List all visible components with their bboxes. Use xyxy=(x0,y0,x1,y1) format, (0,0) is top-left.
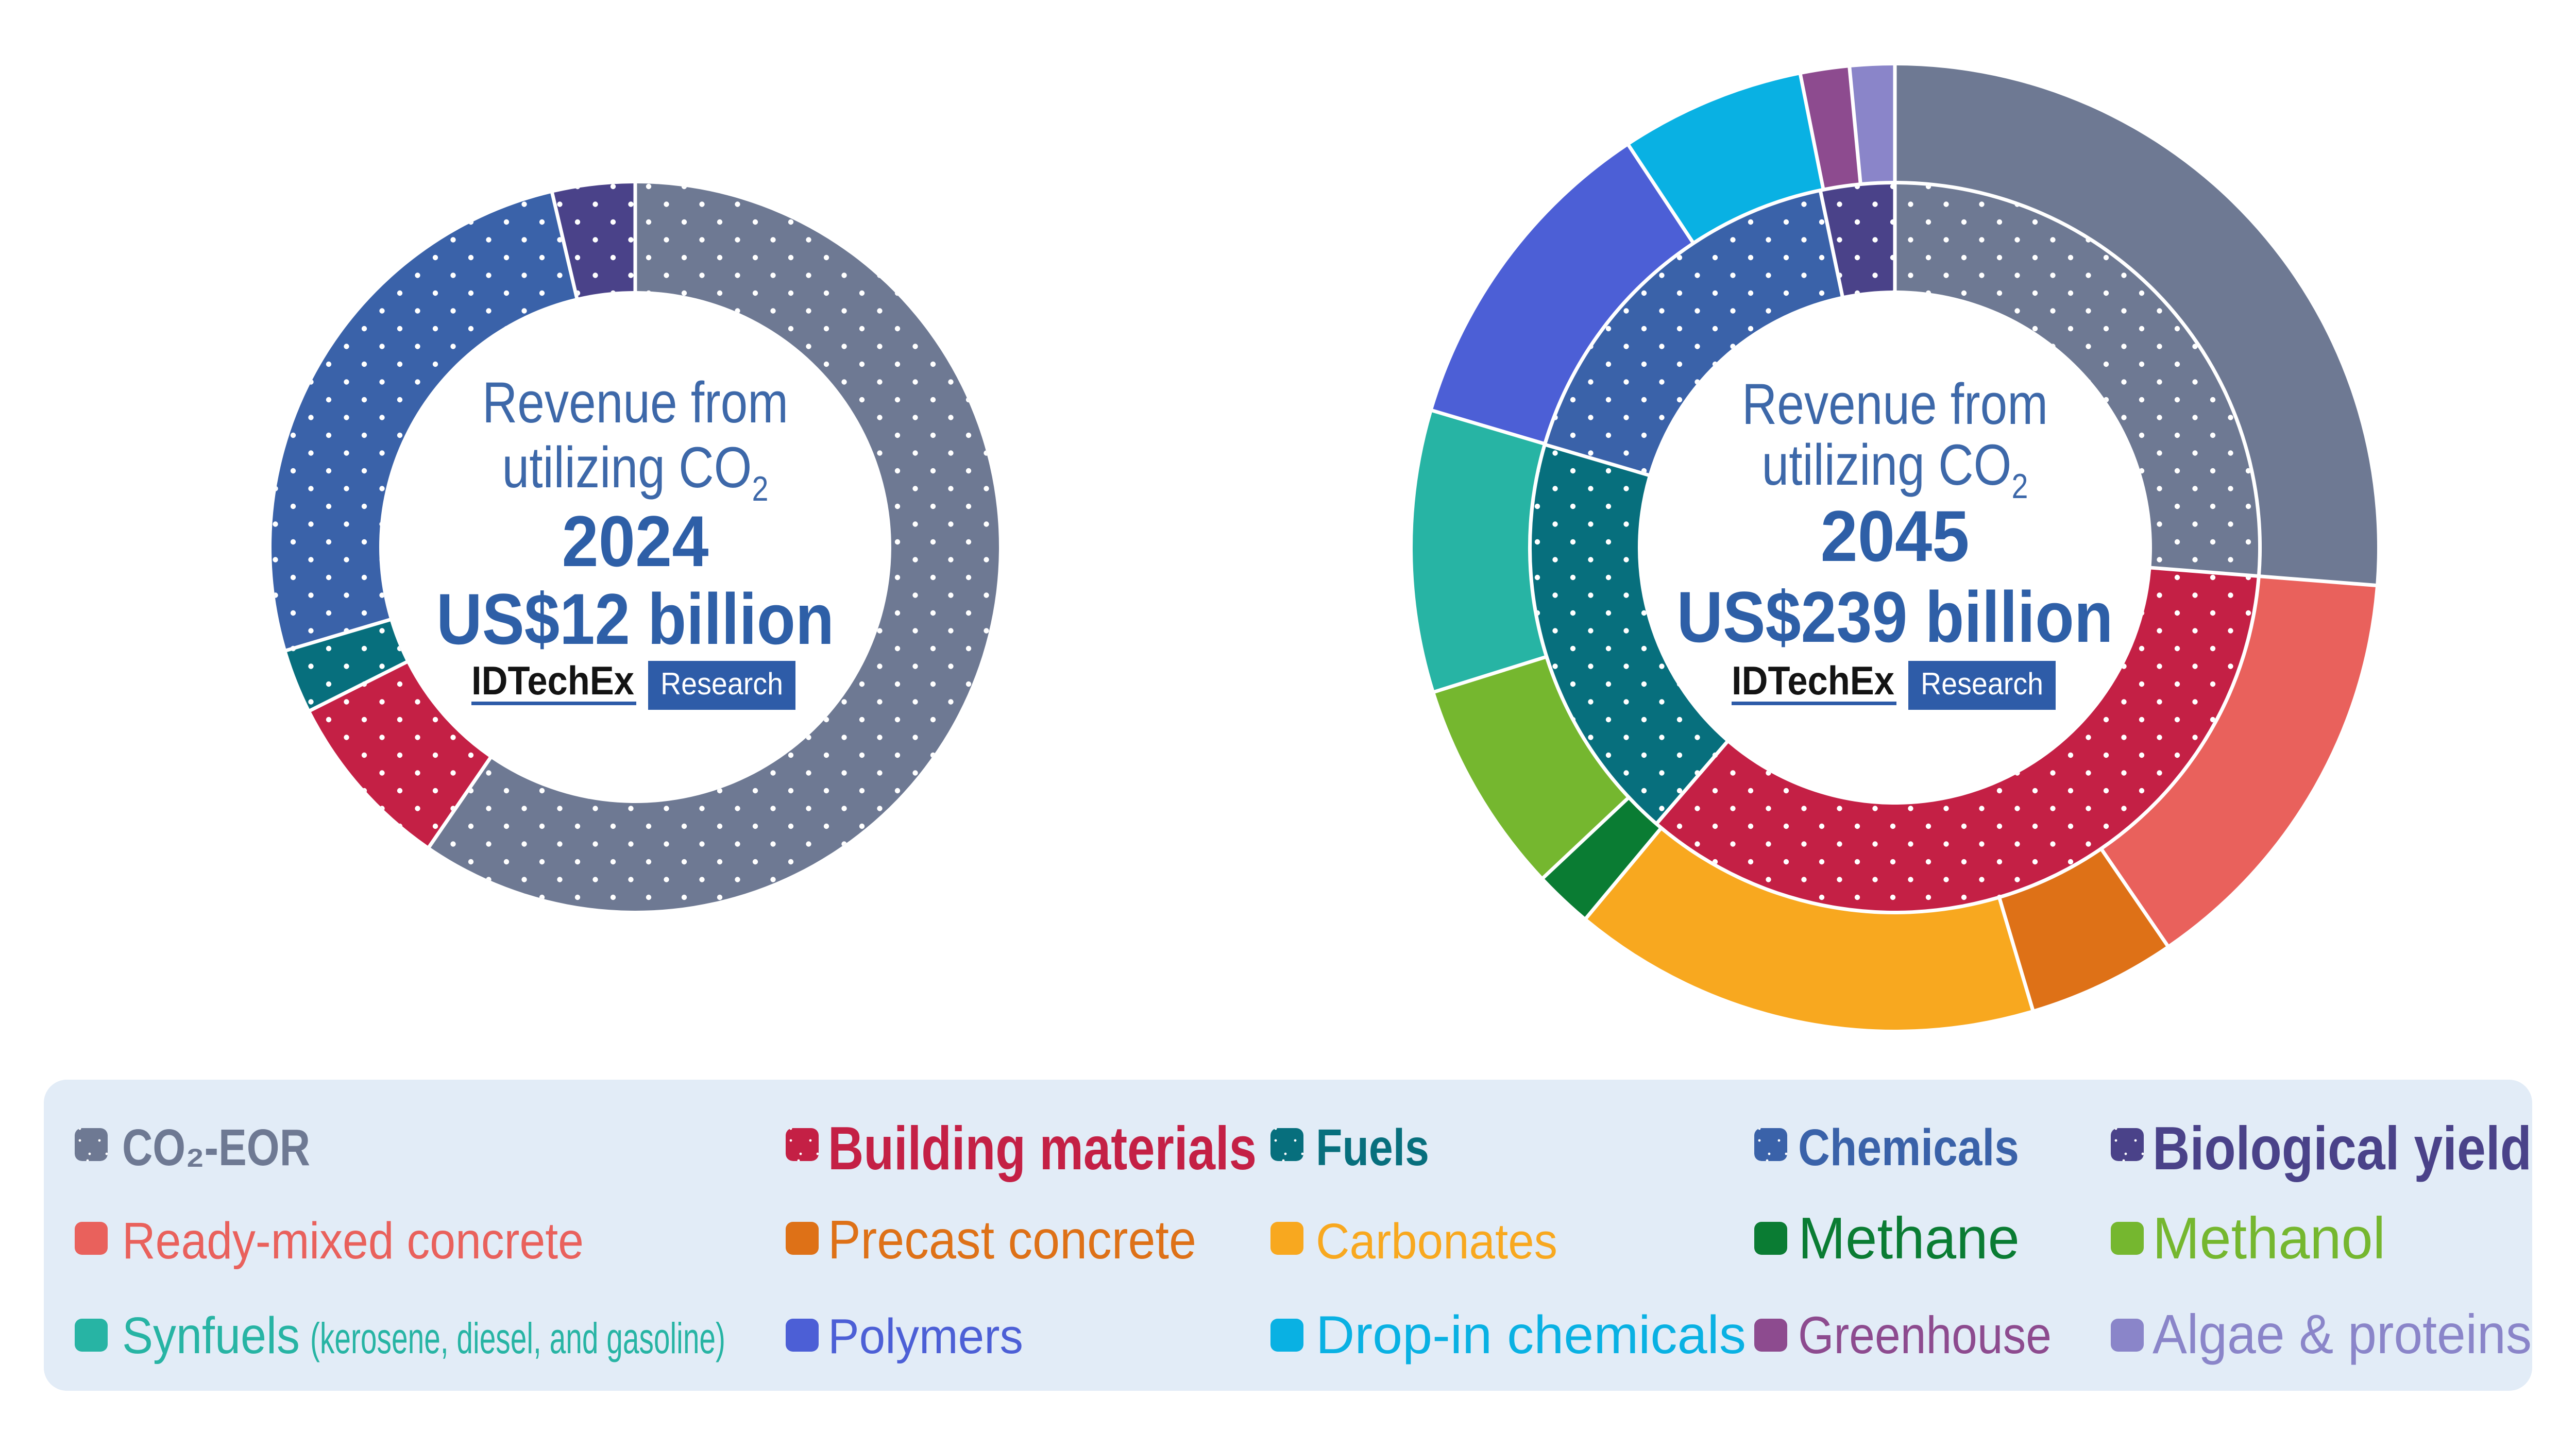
svg-text:2045: 2045 xyxy=(1821,496,1970,576)
svg-text:US$239 billion: US$239 billion xyxy=(1677,576,2113,657)
svg-text:Ready-mixed concrete: Ready-mixed concrete xyxy=(122,1212,584,1270)
svg-text:Revenue from: Revenue from xyxy=(1742,372,2048,436)
svg-text:US$12 billion: US$12 billion xyxy=(436,578,834,659)
svg-text:Revenue from: Revenue from xyxy=(482,370,788,435)
svg-text:Greenhouse: Greenhouse xyxy=(1798,1306,2052,1365)
svg-text:Precast concrete: Precast concrete xyxy=(828,1209,1196,1270)
svg-text:Polymers: Polymers xyxy=(828,1309,1023,1364)
svg-text:Building materials: Building materials xyxy=(828,1114,1257,1183)
svg-text:Carbonates: Carbonates xyxy=(1316,1213,1557,1269)
svg-text:2024: 2024 xyxy=(562,501,709,582)
svg-text:utilizing CO2: utilizing CO2 xyxy=(502,435,769,508)
svg-text:Drop-in chemicals: Drop-in chemicals xyxy=(1316,1305,1746,1365)
svg-text:Synfuels: Synfuels xyxy=(122,1307,300,1365)
svg-text:Biological yield: Biological yield xyxy=(2153,1114,2532,1183)
svg-text:Fuels: Fuels xyxy=(1316,1119,1429,1177)
svg-text:Chemicals: Chemicals xyxy=(1798,1119,2019,1177)
svg-text:Research: Research xyxy=(660,667,783,701)
svg-text:Methane: Methane xyxy=(1798,1206,2020,1271)
svg-text:CO₂-EOR: CO₂-EOR xyxy=(122,1119,310,1177)
svg-text:Methanol: Methanol xyxy=(2153,1206,2385,1271)
svg-text:(kerosene, diesel, and gasolin: (kerosene, diesel, and gasoline) xyxy=(310,1314,725,1362)
svg-text:IDTechEx: IDTechEx xyxy=(471,658,634,703)
svg-text:IDTechEx: IDTechEx xyxy=(1732,658,1894,703)
svg-text:Research: Research xyxy=(1921,667,2043,701)
svg-text:Algae & proteins: Algae & proteins xyxy=(2153,1303,2532,1365)
svg-text:utilizing CO2: utilizing CO2 xyxy=(1762,433,2028,506)
